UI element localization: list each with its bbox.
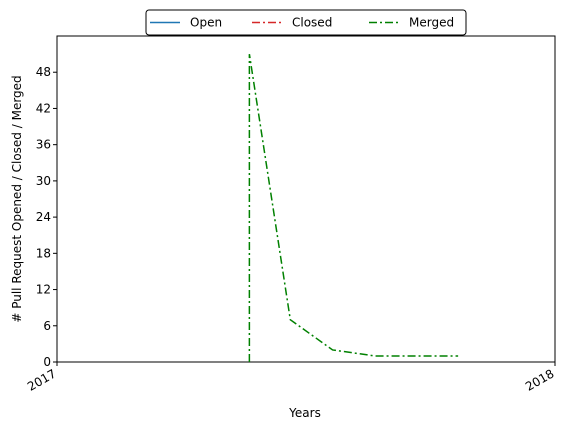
y-tick-label: 36 (36, 138, 51, 152)
y-tick-label: 42 (36, 101, 51, 115)
y-axis-label: # Pull Request Opened / Closed / Merged (10, 75, 24, 322)
y-tick-label: 48 (36, 65, 51, 79)
plot-frame (56, 35, 556, 363)
y-tick-label: 0 (43, 355, 51, 369)
series-layer (248, 53, 459, 362)
x-axis-label: Years (288, 406, 321, 420)
y-axis-ticks: 0 6 12 18 24 30 36 42 48 (36, 65, 57, 369)
y-tick-label: 6 (43, 319, 51, 333)
x-axis-ticks: 2017 2018 (25, 362, 557, 394)
x-tick-label: 2018 (523, 366, 556, 393)
x-tick-label: 2017 (25, 366, 58, 393)
y-tick-label: 12 (36, 283, 51, 297)
y-tick-label: 24 (36, 210, 51, 224)
legend-label-open: Open (190, 16, 222, 30)
y-tick-label: 30 (36, 174, 51, 188)
legend-box (145, 9, 467, 36)
plot-area (56, 35, 556, 363)
legend: Open Closed Merged (145, 9, 467, 36)
legend-label-merged: Merged (409, 16, 454, 30)
series-line-merged (248, 53, 459, 362)
legend-label-closed: Closed (292, 16, 332, 30)
y-tick-label: 18 (36, 246, 51, 260)
